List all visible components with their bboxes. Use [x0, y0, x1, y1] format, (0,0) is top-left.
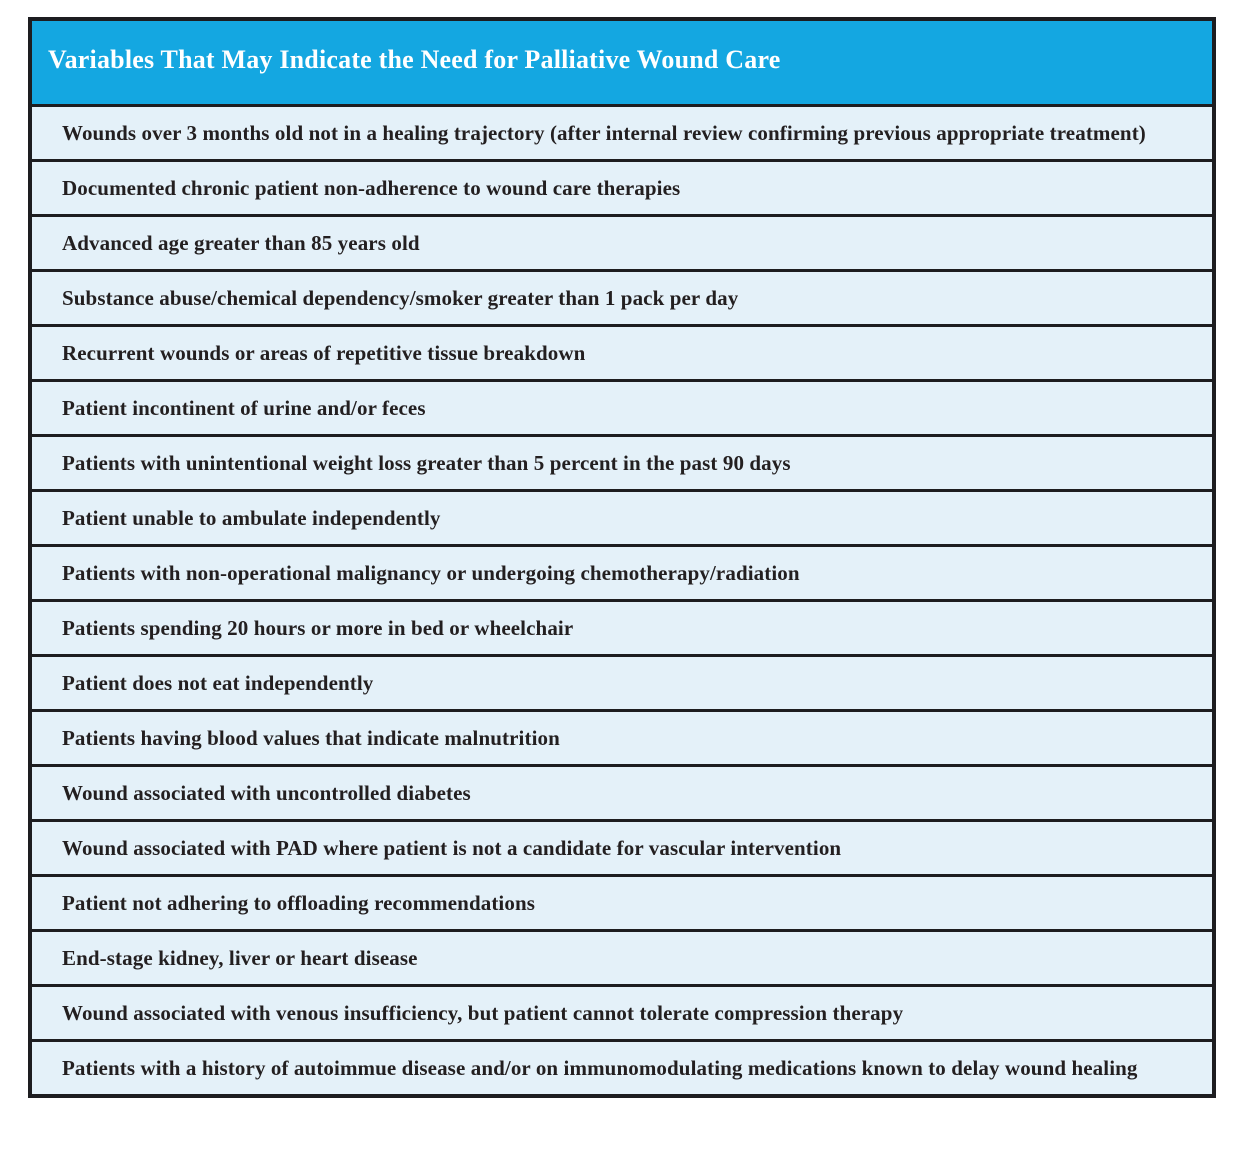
table-row-text: Patients with non-operational malignancy…: [62, 560, 800, 585]
table-row-text: Recurrent wounds or areas of repetitive …: [62, 340, 586, 365]
table-row: Patients with unintentional weight loss …: [32, 434, 1212, 489]
table-row: Patient unable to ambulate independently: [32, 489, 1212, 544]
table-row: End-stage kidney, liver or heart disease: [32, 929, 1212, 984]
table-row-text: Patients with a history of autoimmue dis…: [62, 1055, 1138, 1080]
table-row: Substance abuse/chemical dependency/smok…: [32, 269, 1212, 324]
table-row: Patients with non-operational malignancy…: [32, 544, 1212, 599]
table-row-text: Patient not adhering to offloading recom…: [62, 890, 536, 915]
table-row: Patient not adhering to offloading recom…: [32, 874, 1212, 929]
table-row-text: Documented chronic patient non-adherence…: [62, 175, 681, 200]
table-row: Wound associated with uncontrolled diabe…: [32, 764, 1212, 819]
table-title: Variables That May Indicate the Need for…: [48, 44, 781, 74]
table-row-text: Wound associated with venous insufficien…: [62, 1000, 904, 1025]
table-header: Variables That May Indicate the Need for…: [32, 21, 1212, 104]
table-row-text: Wound associated with uncontrolled diabe…: [62, 780, 471, 805]
palliative-wound-care-table: Variables That May Indicate the Need for…: [28, 17, 1216, 1098]
table-row: Patients having blood values that indica…: [32, 709, 1212, 764]
table-row: Advanced age greater than 85 years old: [32, 214, 1212, 269]
table-row: Patient incontinent of urine and/or fece…: [32, 379, 1212, 434]
table-row-text: Advanced age greater than 85 years old: [62, 230, 420, 255]
table-row-text: Patient does not eat independently: [62, 670, 374, 695]
table-row: Patients with a history of autoimmue dis…: [32, 1039, 1212, 1094]
table-row: Wounds over 3 months old not in a healin…: [32, 104, 1212, 159]
table-row-text: Patient unable to ambulate independently: [62, 505, 441, 530]
table-row: Documented chronic patient non-adherence…: [32, 159, 1212, 214]
table-row-text: Wound associated with PAD where patient …: [62, 835, 842, 860]
table-row-text: Substance abuse/chemical dependency/smok…: [62, 285, 739, 310]
table-row: Patient does not eat independently: [32, 654, 1212, 709]
table-row: Wound associated with venous insufficien…: [32, 984, 1212, 1039]
table-row: Patients spending 20 hours or more in be…: [32, 599, 1212, 654]
table-row-text: Patients spending 20 hours or more in be…: [62, 615, 574, 640]
table-row-text: Wounds over 3 months old not in a healin…: [62, 120, 1146, 145]
table-row-text: End-stage kidney, liver or heart disease: [62, 945, 418, 970]
table-row-text: Patients with unintentional weight loss …: [62, 450, 791, 475]
table-row-text: Patient incontinent of urine and/or fece…: [62, 395, 426, 420]
table-row: Wound associated with PAD where patient …: [32, 819, 1212, 874]
table-row: Recurrent wounds or areas of repetitive …: [32, 324, 1212, 379]
table-row-text: Patients having blood values that indica…: [62, 725, 560, 750]
